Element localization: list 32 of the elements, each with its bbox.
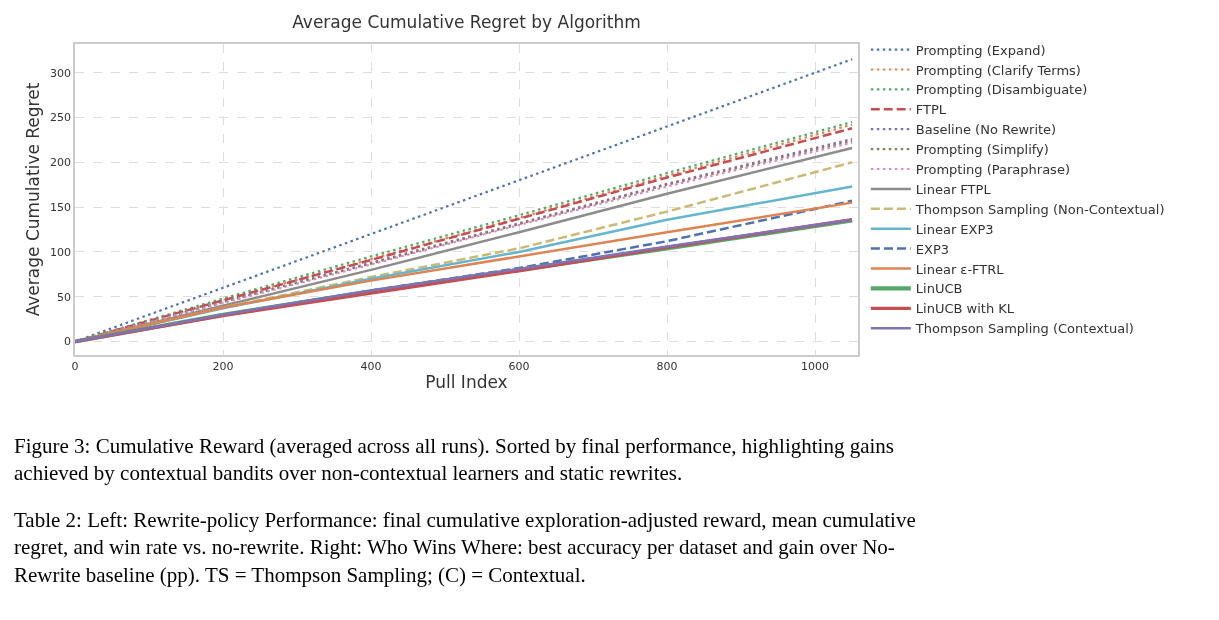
x-tick-label: 400 bbox=[360, 359, 382, 373]
y-tick-label: 50 bbox=[57, 290, 72, 304]
legend-label: Linear FTPL bbox=[915, 181, 992, 197]
x-tick-label: 800 bbox=[656, 359, 678, 373]
legend-label: Prompting (Paraphrase) bbox=[915, 162, 1070, 178]
legend-label: Prompting (Simplify) bbox=[915, 142, 1049, 158]
legend-label: Prompting (Disambiguate) bbox=[915, 82, 1088, 98]
x-axis-title: Pull Index bbox=[425, 371, 508, 392]
legend-label: Linear EXP3 bbox=[915, 221, 994, 237]
y-axis-title: Average Cumulative Regret bbox=[23, 82, 44, 317]
y-tick-label: 300 bbox=[50, 66, 72, 80]
legend-label: FTPL bbox=[915, 102, 947, 118]
legend-label: Linear ε-FTRL bbox=[915, 261, 1005, 277]
x-tick-label: 200 bbox=[212, 359, 234, 373]
legend-label: Prompting (Expand) bbox=[915, 42, 1046, 58]
caption: Table 2: Left: Rewrite-policy Performance: final cumulative exploration-adjusted reward, mean cumulative regret, and win rate vs. no-rewrite. Right: Who Wins Where: best accuracy per dataset and gain over No-Rewrite baseline (pp). TS = Thompson Sampling; (C) = Contextual. bbox=[14, 508, 916, 587]
legend-label: LinUCB bbox=[915, 281, 963, 297]
legend-label: Thompson Sampling (Non-Contextual) bbox=[914, 201, 1165, 217]
y-tick-label: 0 bbox=[64, 335, 72, 349]
legend-label: Baseline (No Rewrite) bbox=[915, 122, 1057, 138]
x-tick-label: 1000 bbox=[801, 359, 830, 373]
y-tick-label: 100 bbox=[50, 245, 72, 259]
y-tick-label: 250 bbox=[50, 111, 72, 125]
legend-label: Thompson Sampling (Contextual) bbox=[914, 321, 1134, 337]
legend-label: EXP3 bbox=[915, 241, 950, 257]
chart-title: Average Cumulative Regret by Algorithm bbox=[292, 11, 641, 32]
y-tick-label: 150 bbox=[50, 200, 72, 214]
y-tick-label: 200 bbox=[50, 156, 72, 170]
legend-label: Prompting (Clarify Terms) bbox=[915, 62, 1081, 78]
x-tick-label: 600 bbox=[508, 359, 530, 373]
caption: Figure 3: Cumulative Reward (averaged across all runs). Sorted by final performance, highlighting gains achieved by contextual bandits over non-contextual learners and static rewrites. bbox=[14, 434, 895, 486]
legend-label: LinUCB with KL bbox=[915, 301, 1015, 317]
